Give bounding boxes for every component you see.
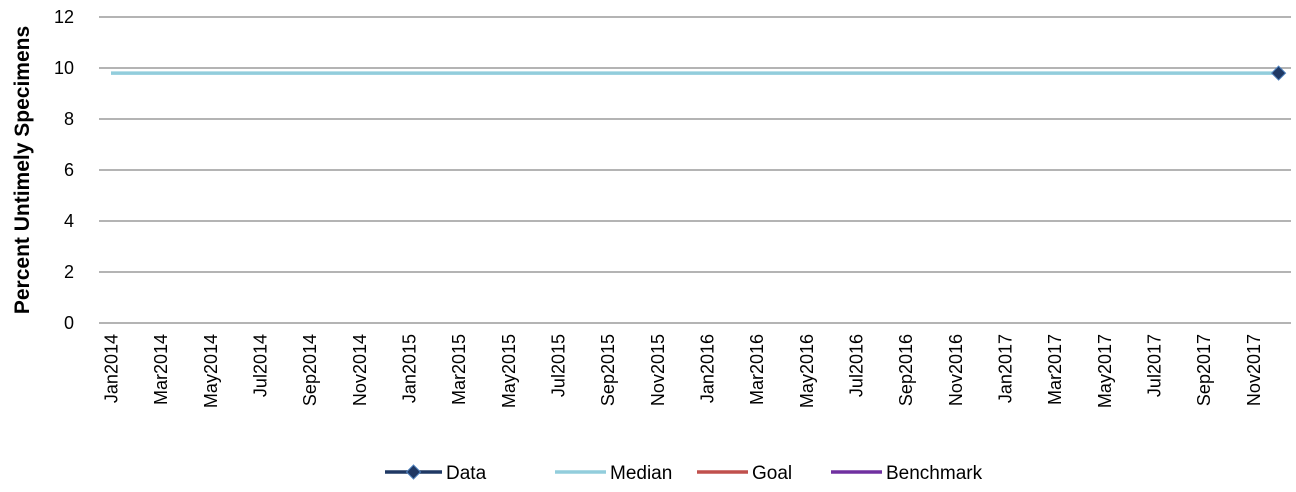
x-tick-label: Nov2014 — [350, 334, 370, 406]
legend-item-benchmark: Benchmark — [831, 463, 983, 484]
x-tick-label: Jul2016 — [846, 334, 866, 397]
x-tick-label: Nov2017 — [1244, 334, 1264, 406]
y-tick-label: 8 — [64, 109, 74, 129]
x-tick-label: Jan2017 — [995, 334, 1015, 403]
x-tick-label: Jan2014 — [101, 334, 121, 403]
legend-marker — [405, 464, 422, 480]
x-tick-label: May2014 — [201, 334, 221, 408]
legend-label: Benchmark — [886, 463, 983, 484]
x-tick-label: Jan2015 — [399, 334, 419, 403]
x-tick-label: May2017 — [1095, 334, 1115, 408]
y-tick-label: 6 — [64, 160, 74, 180]
legend-label: Median — [610, 463, 672, 484]
y-tick-label: 2 — [64, 262, 74, 282]
y-axis-label: Percent Untimely Specimens — [11, 26, 34, 314]
x-tick-label: Mar2017 — [1045, 334, 1065, 405]
legend-item-data: Data — [385, 463, 487, 484]
x-tick-label: Jul2014 — [250, 334, 270, 397]
legend-item-goal: Goal — [697, 463, 792, 484]
x-tick-label: Jul2015 — [548, 334, 568, 397]
x-tick-label: May2016 — [797, 334, 817, 408]
legend-label: Data — [446, 463, 487, 484]
x-tick-label: Mar2015 — [449, 334, 469, 405]
x-tick-label: Jul2017 — [1144, 334, 1164, 397]
legend-label: Goal — [752, 463, 792, 484]
legend-item-median: Median — [555, 463, 672, 484]
legend: Data Median Goal Benchmark — [385, 463, 983, 484]
x-tick-label: Sep2015 — [598, 334, 618, 406]
data-point-marker — [1270, 65, 1287, 81]
gridlines — [99, 16, 1291, 324]
y-tick-label: 10 — [54, 58, 74, 78]
x-tick-label: Mar2016 — [747, 334, 767, 405]
y-tick-label: 4 — [64, 211, 74, 231]
x-tick-label: Sep2014 — [300, 334, 320, 406]
x-tick-label: May2015 — [499, 334, 519, 408]
x-tick-label: Sep2016 — [896, 334, 916, 406]
y-tick-labels: 0 2 4 6 8 10 12 — [54, 7, 74, 333]
x-tick-label: Mar2014 — [151, 334, 171, 405]
x-tick-label: Sep2017 — [1194, 334, 1214, 406]
x-tick-labels: Jan2014 Mar2014 May2014 Jul2014 Sep2014 Nov20… — [101, 334, 1263, 408]
y-tick-label: 0 — [64, 313, 74, 333]
x-tick-label: Nov2016 — [946, 334, 966, 406]
x-tick-label: Nov2015 — [648, 334, 668, 406]
x-tick-label: Jan2016 — [697, 334, 717, 403]
series-group — [111, 65, 1287, 81]
y-tick-label: 12 — [54, 7, 74, 27]
